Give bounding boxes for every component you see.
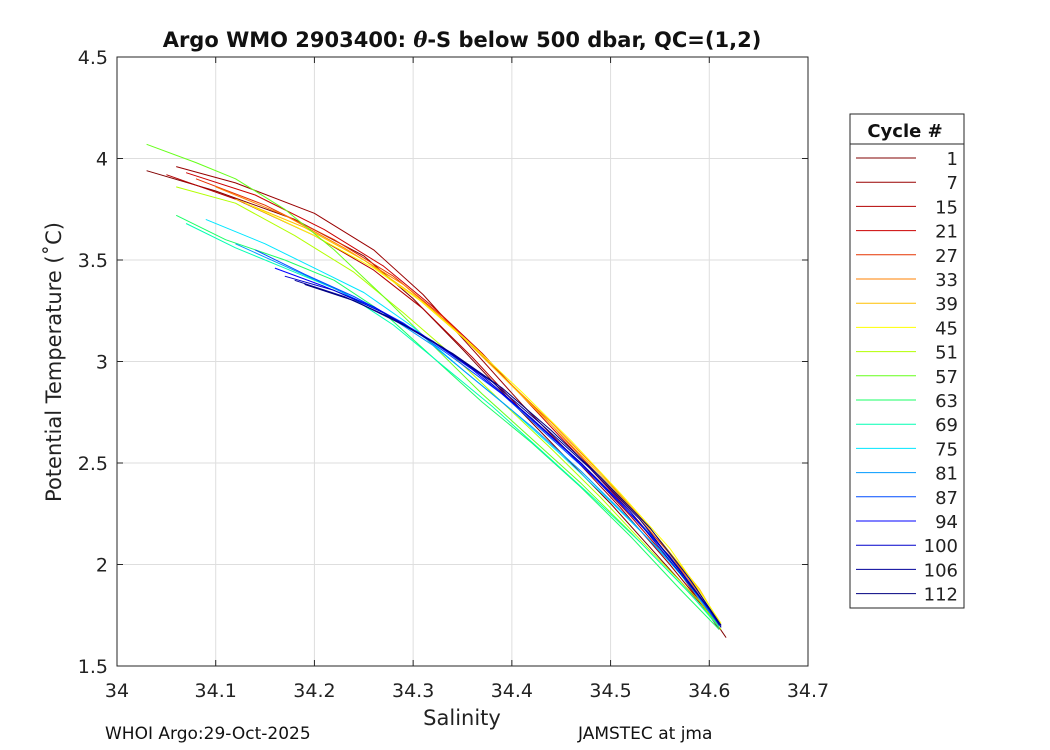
y-tick-label: 4.5 <box>78 47 108 69</box>
y-tick-label: 4 <box>96 149 108 171</box>
x-tick-label: 34.3 <box>392 680 434 702</box>
x-tick-label: 34.5 <box>589 680 631 702</box>
legend-label-cycle-7: 7 <box>947 173 958 194</box>
legend-label-cycle-45: 45 <box>935 318 958 339</box>
legend-box <box>849 113 965 609</box>
y-axis-label: Potential Temperature (˚C) <box>42 222 66 502</box>
legend-label-cycle-100: 100 <box>924 536 958 557</box>
series-line-cycle-112 <box>304 283 722 626</box>
legend-label-cycle-51: 51 <box>935 343 958 364</box>
legend-label-cycle-1: 1 <box>947 149 958 170</box>
x-tick-label: 34.2 <box>293 680 335 702</box>
tick-labels: 34 34.1 34.2 34.3 34.4 34.5 34.6 34.7 1.5 2 2.5 3 3.… <box>78 47 829 702</box>
legend-label-cycle-21: 21 <box>935 222 958 243</box>
y-tick-label: 1.5 <box>78 656 108 678</box>
legend-label-cycle-63: 63 <box>935 391 958 412</box>
footer-credit: JAMSTEC at jma <box>578 724 713 744</box>
series-line-cycle-45 <box>245 202 722 624</box>
legend-entries: 1 7 15 21 27 33 39 45 51 57 63 69 75 81 87 94 100 106 112 <box>856 149 958 606</box>
legend-label-cycle-87: 87 <box>935 488 958 509</box>
series-line-cycle-63 <box>175 214 720 630</box>
x-tick-label: 34.1 <box>195 680 237 702</box>
series-line-cycle-100 <box>284 275 722 626</box>
legend-label-cycle-27: 27 <box>935 246 958 267</box>
series-line-cycle-39 <box>235 198 722 626</box>
series-line-cycle-69 <box>185 223 720 628</box>
legend-label-cycle-69: 69 <box>935 415 958 436</box>
x-tick-label: 34.4 <box>491 680 533 702</box>
legend-label-cycle-33: 33 <box>935 270 958 291</box>
plot-frame <box>116 56 809 667</box>
legend-label-cycle-112: 112 <box>924 585 958 606</box>
series-line-cycle-81 <box>235 243 720 626</box>
y-tick-label: 3.5 <box>78 250 108 272</box>
series-line-cycle-51 <box>176 186 722 630</box>
legend-label-cycle-94: 94 <box>935 512 958 533</box>
x-tick-label: 34.6 <box>688 680 730 702</box>
y-tick-label: 3 <box>96 352 108 374</box>
legend-label-cycle-57: 57 <box>935 367 958 388</box>
legend-label-cycle-15: 15 <box>935 197 958 218</box>
x-tick-label: 34.7 <box>787 680 829 702</box>
legend-label-cycle-75: 75 <box>935 439 958 460</box>
y-tick-label: 2 <box>96 555 108 577</box>
x-axis-label: Salinity <box>423 706 501 730</box>
series-line-cycle-1 <box>146 170 727 638</box>
y-tick-label: 2.5 <box>78 453 108 475</box>
legend-label-cycle-39: 39 <box>935 294 958 315</box>
footer-source: WHOI Argo:29-Oct-2025 <box>105 724 311 744</box>
legend-title: Cycle # <box>867 121 942 142</box>
x-tick-label: 34 <box>105 680 129 702</box>
legend: Cycle # 1 7 15 21 27 33 39 45 51 57 63 69 75 81 87 94 10… <box>849 113 965 609</box>
legend-label-cycle-106: 106 <box>924 560 958 581</box>
legend-label-cycle-81: 81 <box>935 464 958 485</box>
chart-title: Argo WMO 2903400: θ-S below 500 dbar, QC… <box>163 27 762 52</box>
series-lines <box>146 143 727 638</box>
